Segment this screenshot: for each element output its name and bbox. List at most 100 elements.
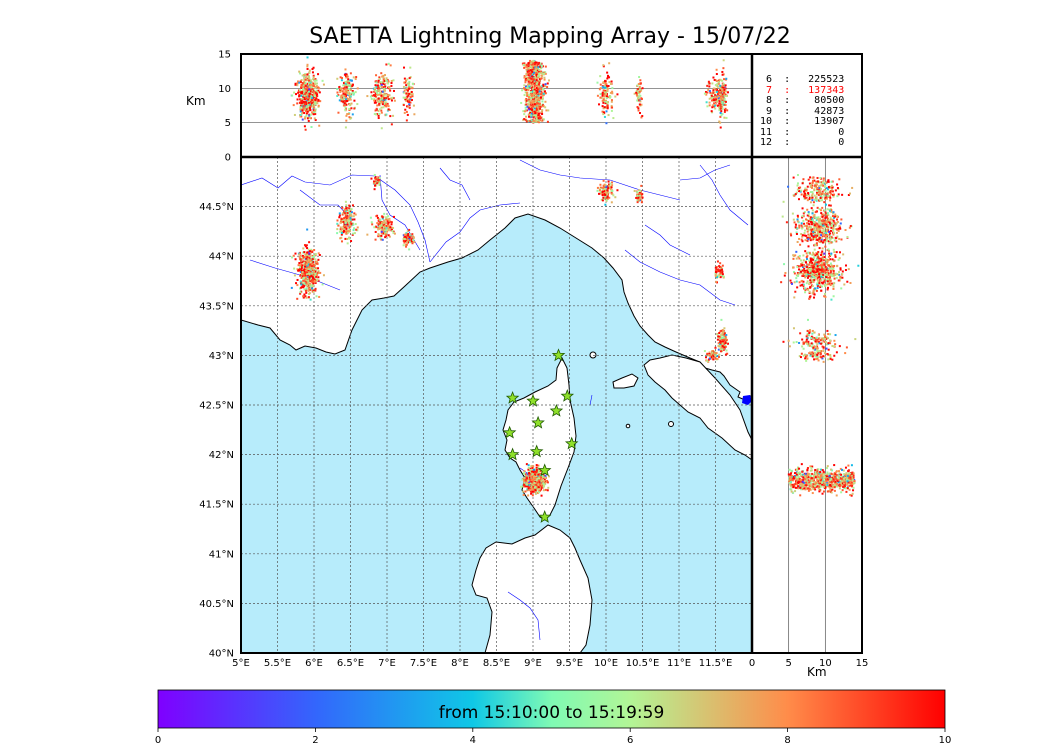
lightning-source <box>714 275 717 278</box>
lightning-source <box>529 91 532 94</box>
lightning-source <box>718 331 721 334</box>
lightning-source <box>538 85 541 88</box>
lightning-source <box>344 95 347 98</box>
lightning-source <box>596 94 599 97</box>
lightning-source <box>311 268 314 271</box>
lightning-source <box>385 101 388 104</box>
lightning-source <box>351 113 354 116</box>
lightning-source <box>341 206 344 209</box>
lightning-source <box>526 489 529 492</box>
lightning-source <box>830 267 833 270</box>
lightning-source <box>535 100 538 103</box>
lightning-source <box>819 232 822 235</box>
lon-tick-label: 8°E <box>451 658 469 669</box>
lightning-source <box>819 223 822 226</box>
lightning-source <box>300 261 303 264</box>
lightning-source <box>304 295 307 298</box>
lightning-source <box>806 208 809 211</box>
lightning-source <box>311 285 314 288</box>
lightning-source <box>834 254 837 257</box>
lightning-source <box>824 295 827 298</box>
main-map[interactable]: 5°E 5.5°E 6°E 6.5°E 7°E 7.5°E 8°E 8.5°E 9°E 9.5°E… <box>199 157 752 669</box>
lightning-source <box>538 489 541 492</box>
lightning-source <box>385 93 388 96</box>
lightning-source <box>302 89 305 92</box>
lightning-source <box>721 342 724 345</box>
lightning-source <box>385 224 388 227</box>
lightning-source <box>641 193 644 196</box>
lightning-source <box>530 67 533 70</box>
lightning-source <box>339 221 342 224</box>
lightning-source <box>407 239 410 242</box>
lightning-source <box>718 109 721 112</box>
lightning-source <box>636 99 639 102</box>
lightning-source <box>387 85 390 88</box>
latitude-altitude-panel[interactable]: 0 5 10 15 Km <box>749 157 869 679</box>
lightning-source <box>640 89 643 92</box>
lightning-source <box>528 61 531 64</box>
lightning-source <box>546 82 549 85</box>
lightning-source <box>390 226 393 229</box>
lightning-source <box>528 85 531 88</box>
lightning-source <box>300 79 303 82</box>
lightning-source <box>708 351 711 354</box>
lightning-source <box>350 222 353 225</box>
lightning-source <box>544 85 547 88</box>
lightning-source <box>343 91 346 94</box>
lightning-source <box>347 230 350 233</box>
lightning-source <box>300 98 303 101</box>
lightning-source <box>808 225 811 228</box>
lightning-source <box>299 114 302 117</box>
lightning-source <box>303 108 306 111</box>
altitude-tick-label: 0 <box>225 153 231 164</box>
lightning-source <box>298 94 301 97</box>
lightning-source <box>347 231 350 234</box>
lightning-source <box>408 77 411 80</box>
lightning-source <box>822 214 825 217</box>
lightning-source <box>316 91 319 94</box>
lightning-source <box>375 215 378 218</box>
lightning-sources-altitude <box>290 56 729 131</box>
lightning-source <box>292 254 295 257</box>
lightning-source <box>641 196 644 199</box>
lightning-source <box>413 240 416 243</box>
lightning-source <box>804 291 807 294</box>
lightning-source <box>529 100 532 103</box>
lightning-source <box>527 70 530 73</box>
lightning-source <box>336 88 339 91</box>
lightning-source <box>537 473 540 476</box>
lightning-source <box>371 94 374 97</box>
lightning-source <box>314 91 317 94</box>
lightning-source <box>348 92 351 95</box>
lightning-source <box>532 92 535 95</box>
lightning-source <box>828 204 831 207</box>
lightning-source <box>296 284 299 287</box>
lightning-source <box>385 218 388 221</box>
lightning-source <box>533 90 536 93</box>
lightning-source <box>527 464 530 467</box>
lightning-source <box>408 85 411 88</box>
lightning-source <box>342 82 345 85</box>
lightning-source <box>825 261 828 264</box>
lightning-source <box>535 479 538 482</box>
lightning-source <box>312 290 315 293</box>
lightning-source <box>317 104 320 107</box>
lightning-source <box>813 227 816 230</box>
lightning-source <box>544 83 547 86</box>
lightning-source <box>712 99 715 102</box>
lightning-source <box>540 66 543 69</box>
lightning-source <box>823 268 826 271</box>
lightning-source <box>336 77 339 80</box>
lightning-source <box>723 116 726 119</box>
lightning-source <box>353 107 356 110</box>
lightning-source <box>537 467 540 470</box>
lightning-source <box>534 94 537 97</box>
lightning-source <box>601 94 604 97</box>
lightning-source <box>318 124 321 127</box>
lightning-source <box>614 196 617 199</box>
lightning-source <box>314 270 317 273</box>
lightning-source <box>813 279 816 282</box>
lightning-source <box>804 276 807 279</box>
lightning-source <box>641 87 644 90</box>
